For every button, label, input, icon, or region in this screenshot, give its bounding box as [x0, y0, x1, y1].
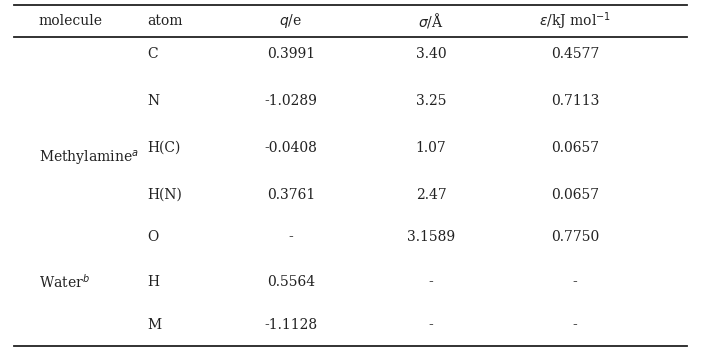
Text: 3.1589: 3.1589 — [407, 230, 455, 244]
Text: H: H — [147, 275, 159, 289]
Text: O: O — [147, 230, 158, 244]
Text: -: - — [429, 275, 433, 289]
Text: 1.07: 1.07 — [416, 141, 447, 155]
Text: -: - — [429, 318, 433, 332]
Text: molecule: molecule — [39, 14, 102, 28]
Text: M: M — [147, 318, 161, 332]
Text: atom: atom — [147, 14, 183, 28]
Text: -1.1128: -1.1128 — [264, 318, 318, 332]
Text: N: N — [147, 94, 159, 108]
Text: -0.0408: -0.0408 — [264, 141, 318, 155]
Text: -: - — [573, 275, 577, 289]
Text: 3.25: 3.25 — [416, 94, 447, 108]
Text: -: - — [573, 318, 577, 332]
Text: 2.47: 2.47 — [416, 188, 447, 202]
Text: 0.7113: 0.7113 — [550, 94, 599, 108]
Text: C: C — [147, 47, 158, 61]
Text: 0.5564: 0.5564 — [267, 275, 315, 289]
Text: 3.40: 3.40 — [416, 47, 447, 61]
Text: 0.4577: 0.4577 — [550, 47, 599, 61]
Text: Water$^{b}$: Water$^{b}$ — [39, 273, 89, 291]
Text: $\varepsilon$/kJ mol$^{-1}$: $\varepsilon$/kJ mol$^{-1}$ — [539, 10, 611, 32]
Text: $\sigma$/Å: $\sigma$/Å — [418, 11, 444, 30]
Text: 0.0657: 0.0657 — [551, 188, 599, 202]
Text: 0.3761: 0.3761 — [267, 188, 315, 202]
Text: $q$/e: $q$/e — [280, 12, 302, 30]
Text: -1.0289: -1.0289 — [264, 94, 318, 108]
Text: 0.0657: 0.0657 — [551, 141, 599, 155]
Text: H(N): H(N) — [147, 188, 182, 202]
Text: 0.3991: 0.3991 — [267, 47, 315, 61]
Text: Methylamine$^{a}$: Methylamine$^{a}$ — [39, 149, 138, 168]
Text: -: - — [289, 230, 293, 244]
Text: H(C): H(C) — [147, 141, 181, 155]
Text: 0.7750: 0.7750 — [551, 230, 599, 244]
